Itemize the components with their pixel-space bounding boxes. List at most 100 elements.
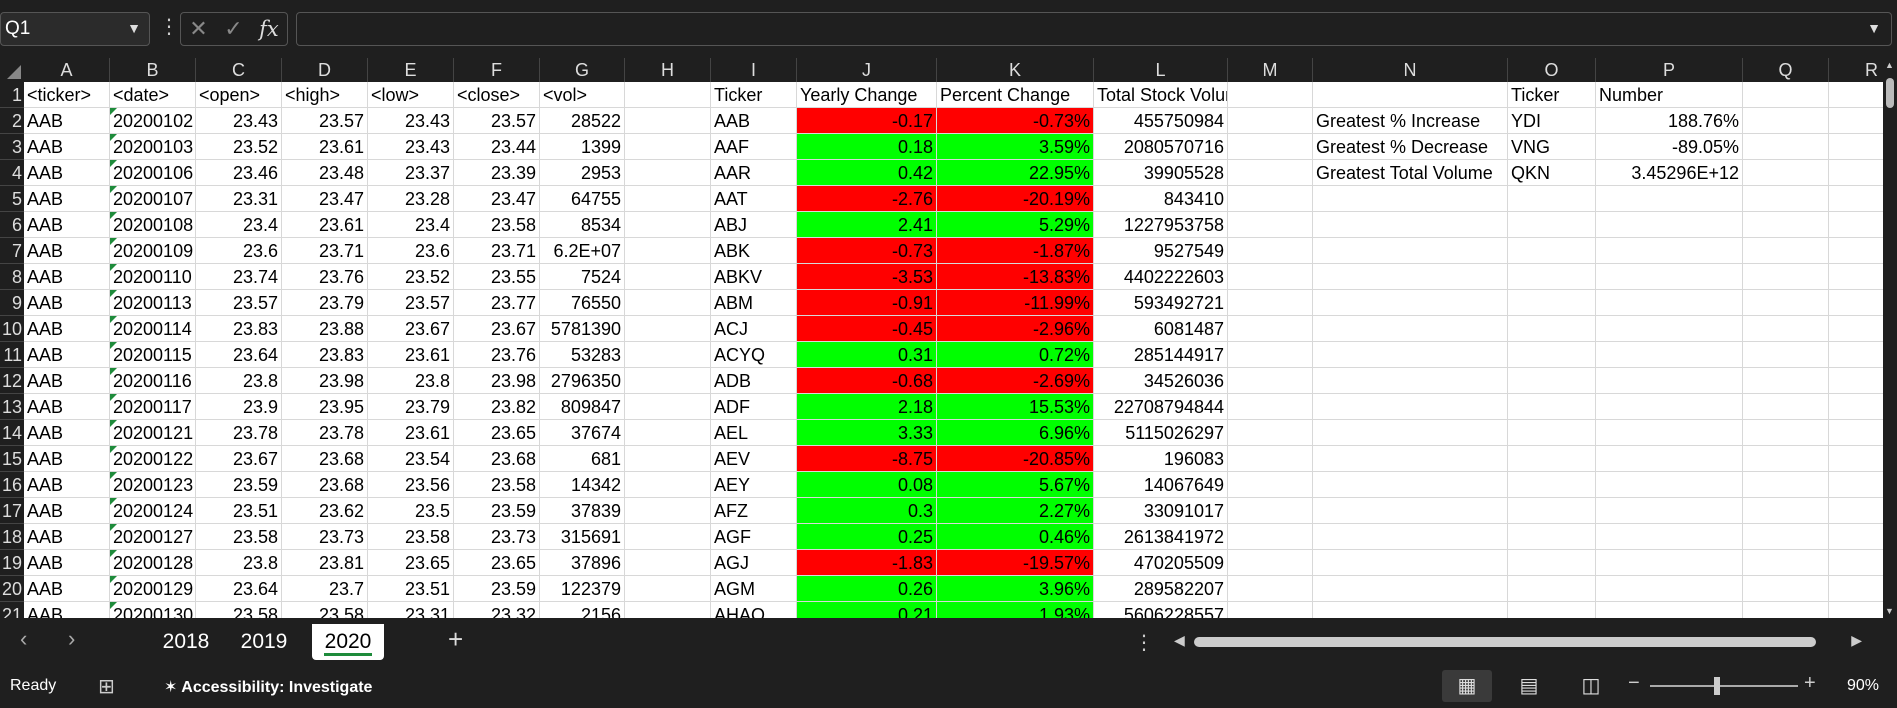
cell[interactable] [1743, 576, 1829, 602]
name-box[interactable]: Q1 ▼ [0, 12, 150, 46]
stock-cell-ticker[interactable]: AAB [24, 576, 110, 602]
cell[interactable] [1596, 290, 1743, 316]
stock-cell-low[interactable]: 23.65 [368, 550, 454, 576]
summary-cell-percent-change[interactable]: -13.83% [937, 264, 1094, 290]
stock-cell-close[interactable]: 23.39 [454, 160, 540, 186]
summary-cell-percent-change[interactable]: 5.67% [937, 472, 1094, 498]
stock-cell-date[interactable]: 20200110 [110, 264, 196, 290]
cell[interactable] [1829, 342, 1897, 368]
stock-cell-high[interactable]: 23.48 [282, 160, 368, 186]
cell[interactable] [1313, 342, 1508, 368]
summary-cell-total-volume[interactable]: 5606228557 [1094, 602, 1228, 618]
stock-cell-vol[interactable]: 76550 [540, 290, 625, 316]
header-cell[interactable]: Total Stock Volume [1094, 82, 1228, 108]
stock-cell-vol[interactable]: 809847 [540, 394, 625, 420]
stock-cell-ticker[interactable]: AAB [24, 264, 110, 290]
stock-cell-close[interactable]: 23.55 [454, 264, 540, 290]
stock-cell-ticker[interactable]: AAB [24, 212, 110, 238]
cell[interactable] [1508, 186, 1596, 212]
summary-cell-total-volume[interactable]: 6081487 [1094, 316, 1228, 342]
stock-cell-date[interactable]: 20200113 [110, 290, 196, 316]
stock-cell-open[interactable]: 23.78 [196, 420, 282, 446]
column-header-n[interactable]: N [1313, 58, 1508, 82]
cell[interactable] [1508, 212, 1596, 238]
summary-cell-yearly-change[interactable]: -8.75 [797, 446, 937, 472]
stock-cell-date[interactable]: 20200115 [110, 342, 196, 368]
cell[interactable] [1829, 212, 1897, 238]
cell[interactable] [1596, 342, 1743, 368]
cell[interactable] [1508, 342, 1596, 368]
formula-input[interactable]: ▼ [296, 12, 1892, 46]
stock-cell-date[interactable]: 20200121 [110, 420, 196, 446]
accessibility-checker[interactable]: ✶ Accessibility: Investigate [164, 677, 372, 697]
stock-cell-high[interactable]: 23.95 [282, 394, 368, 420]
cell[interactable] [1596, 368, 1743, 394]
stock-cell-close[interactable]: 23.76 [454, 342, 540, 368]
column-header-d[interactable]: D [282, 58, 368, 82]
summary-cell-total-volume[interactable]: 14067649 [1094, 472, 1228, 498]
cell[interactable] [1508, 238, 1596, 264]
stock-cell-close[interactable]: 23.57 [454, 108, 540, 134]
summary-cell-yearly-change[interactable]: 0.3 [797, 498, 937, 524]
cell[interactable] [1313, 264, 1508, 290]
greatest-cell-number[interactable]: 188.76% [1596, 108, 1743, 134]
stock-cell-ticker[interactable]: AAB [24, 524, 110, 550]
summary-cell-ticker[interactable]: AEY [711, 472, 797, 498]
summary-cell-yearly-change[interactable]: 2.41 [797, 212, 937, 238]
stock-cell-ticker[interactable]: AAB [24, 472, 110, 498]
stock-cell-close[interactable]: 23.65 [454, 420, 540, 446]
cell[interactable] [1228, 316, 1313, 342]
stock-cell-ticker[interactable]: AAB [24, 420, 110, 446]
stock-cell-low[interactable]: 23.57 [368, 290, 454, 316]
summary-cell-total-volume[interactable]: 39905528 [1094, 160, 1228, 186]
stock-cell-vol[interactable]: 28522 [540, 108, 625, 134]
row-header-8[interactable]: 8 [0, 264, 24, 290]
summary-cell-total-volume[interactable]: 22708794844 [1094, 394, 1228, 420]
stock-cell-high[interactable]: 23.79 [282, 290, 368, 316]
summary-cell-percent-change[interactable]: 3.59% [937, 134, 1094, 160]
header-cell[interactable]: <date> [110, 82, 196, 108]
cell[interactable] [1228, 108, 1313, 134]
summary-cell-ticker[interactable]: AAF [711, 134, 797, 160]
stock-cell-date[interactable]: 20200106 [110, 160, 196, 186]
cell[interactable] [1508, 394, 1596, 420]
cell[interactable] [625, 524, 711, 550]
cell[interactable] [1743, 238, 1829, 264]
row-header-15[interactable]: 15 [0, 446, 24, 472]
stock-cell-vol[interactable]: 14342 [540, 472, 625, 498]
cell[interactable] [625, 394, 711, 420]
greatest-cell-label[interactable]: Greatest % Increase [1313, 108, 1508, 134]
stock-cell-vol[interactable]: 7524 [540, 264, 625, 290]
stock-cell-open[interactable]: 23.83 [196, 316, 282, 342]
summary-cell-total-volume[interactable]: 2613841972 [1094, 524, 1228, 550]
column-header-o[interactable]: O [1508, 58, 1596, 82]
stock-cell-low[interactable]: 23.79 [368, 394, 454, 420]
stock-cell-close[interactable]: 23.73 [454, 524, 540, 550]
greatest-cell-ticker[interactable]: QKN [1508, 160, 1596, 186]
stock-cell-vol[interactable]: 5781390 [540, 316, 625, 342]
stock-cell-open[interactable]: 23.57 [196, 290, 282, 316]
stock-cell-open[interactable]: 23.6 [196, 238, 282, 264]
stock-cell-high[interactable]: 23.47 [282, 186, 368, 212]
summary-cell-yearly-change[interactable]: 0.42 [797, 160, 937, 186]
stock-cell-date[interactable]: 20200102 [110, 108, 196, 134]
worksheet-grid[interactable]: A B C D E F G H I J K L M N O P Q R 1 <ticker> <date> <open> <… [0, 58, 1897, 618]
stock-cell-ticker[interactable]: AAB [24, 550, 110, 576]
stock-cell-low[interactable]: 23.43 [368, 108, 454, 134]
stock-cell-open[interactable]: 23.31 [196, 186, 282, 212]
column-header-p[interactable]: P [1596, 58, 1743, 82]
cell[interactable] [1508, 576, 1596, 602]
summary-cell-ticker[interactable]: AGM [711, 576, 797, 602]
cell[interactable] [625, 550, 711, 576]
cell[interactable] [625, 446, 711, 472]
cell[interactable] [625, 186, 711, 212]
cell[interactable] [1228, 368, 1313, 394]
cell[interactable] [1313, 82, 1508, 108]
cell[interactable] [1313, 550, 1508, 576]
stock-cell-open[interactable]: 23.64 [196, 342, 282, 368]
greatest-cell-ticker[interactable]: VNG [1508, 134, 1596, 160]
cell[interactable] [1313, 186, 1508, 212]
row-header-16[interactable]: 16 [0, 472, 24, 498]
cell[interactable] [1313, 446, 1508, 472]
stock-cell-vol[interactable]: 2156 [540, 602, 625, 618]
